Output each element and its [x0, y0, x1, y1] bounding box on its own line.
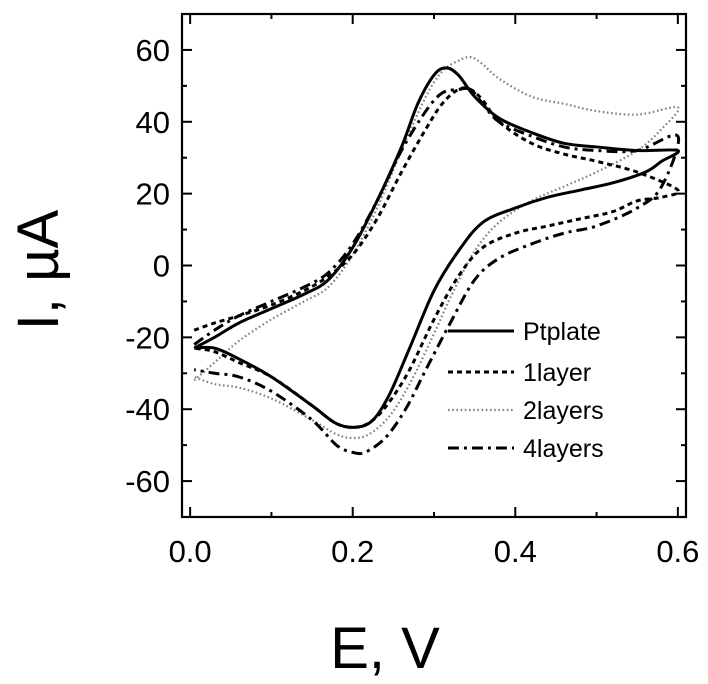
series-line-2layers — [193, 55, 680, 440]
y-tick-label: 60 — [136, 33, 170, 68]
plot-frame-rect — [180, 12, 688, 519]
legend: Ptplate 1layer 2layers 4layers — [448, 318, 604, 463]
x-tick-label: 0.4 — [494, 534, 537, 569]
x-tick-label: 0.2 — [331, 534, 374, 569]
plot-frame — [180, 12, 688, 519]
x-axis-title: E, V — [330, 616, 440, 681]
legend-label-ptplate: Ptplate — [523, 318, 601, 346]
legend-label-4layers: 4layers — [523, 435, 604, 463]
x-tick-label: 0.0 — [169, 534, 212, 569]
y-tick-label: -60 — [125, 464, 170, 499]
x-axis-ticks: 0.0 0.2 0.4 0.6 — [169, 14, 699, 569]
y-axis-ticks: -60 -40 -20 0 20 40 60 — [125, 13, 686, 518]
y-tick-label: 0 — [153, 249, 170, 284]
legend-label-1layer: 1layer — [523, 359, 591, 387]
series-line-4layers — [193, 86, 681, 456]
series-line-1layer — [193, 86, 681, 429]
y-tick-label: -40 — [125, 392, 170, 427]
y-tick-label: 40 — [136, 105, 170, 140]
series-line-ptplate — [193, 66, 681, 429]
y-tick-label: -20 — [125, 320, 170, 355]
y-axis-title: I, µA — [6, 209, 71, 330]
x-tick-label: 0.6 — [656, 534, 699, 569]
y-tick-label: 20 — [136, 177, 170, 212]
series-group — [193, 55, 681, 456]
legend-label-2layers: 2layers — [523, 397, 604, 425]
